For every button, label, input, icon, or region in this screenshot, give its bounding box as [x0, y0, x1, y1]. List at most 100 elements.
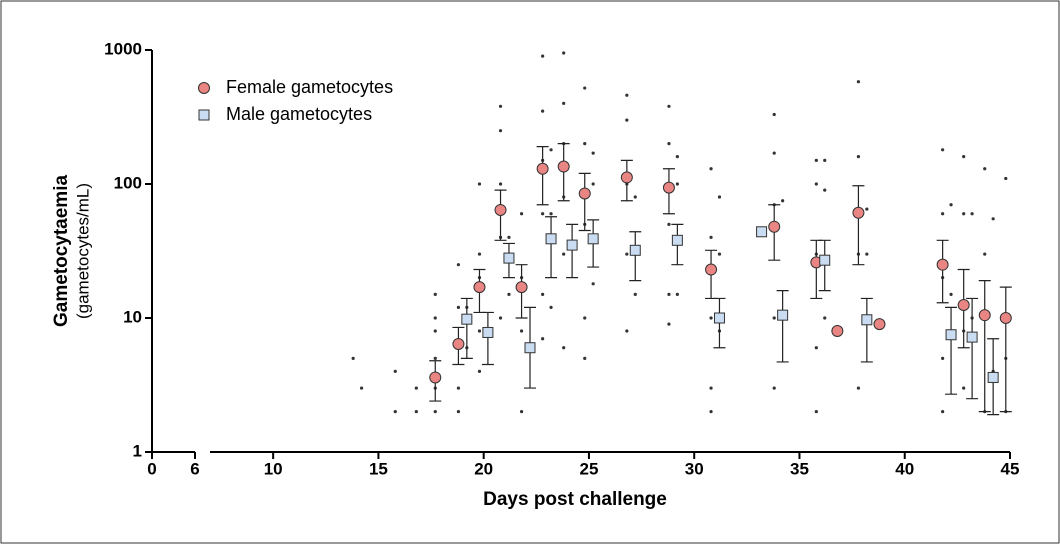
marker	[473, 281, 486, 294]
data-point	[941, 410, 945, 414]
marker	[705, 263, 718, 276]
data-point	[709, 235, 713, 239]
data-point	[507, 235, 511, 239]
y-tick-label: 10	[123, 307, 142, 326]
data-point	[633, 292, 637, 297]
x-tick-label: 0	[147, 459, 156, 478]
data-point	[667, 322, 671, 326]
error-bar	[566, 223, 579, 279]
x-tick-label: 15	[369, 459, 388, 478]
marker	[852, 206, 865, 219]
data-point	[983, 252, 987, 256]
marker	[620, 171, 633, 184]
data-point	[562, 51, 566, 55]
legend-marker	[198, 109, 210, 121]
marker	[515, 281, 528, 294]
error-bar	[460, 297, 473, 359]
data-point	[625, 93, 629, 97]
marker	[629, 244, 641, 256]
data-point	[433, 316, 437, 320]
marker	[482, 326, 494, 338]
data-point	[941, 356, 945, 360]
marker	[819, 254, 831, 266]
data-point	[562, 252, 566, 256]
data-point	[865, 252, 869, 256]
legend-label: Female gametocytes	[226, 77, 393, 97]
data-point	[541, 292, 545, 297]
data-point	[393, 410, 397, 414]
data-point	[541, 109, 545, 113]
marker	[566, 239, 578, 251]
data-point	[591, 151, 595, 155]
error-bar	[629, 231, 642, 282]
data-point	[941, 212, 945, 216]
marker	[945, 329, 957, 341]
marker	[429, 371, 442, 384]
data-point	[591, 282, 595, 286]
data-point	[433, 292, 437, 297]
marker	[461, 313, 473, 325]
y-tick-label: 100	[114, 173, 142, 192]
data-point	[949, 203, 953, 207]
marker	[713, 312, 725, 324]
data-point	[814, 182, 818, 186]
data-point	[856, 155, 861, 159]
data-point	[583, 356, 587, 360]
marker	[873, 318, 886, 331]
data-point	[498, 316, 503, 320]
data-point	[709, 316, 713, 320]
x-axis-label: Days post challenge	[483, 489, 667, 510]
data-point	[393, 369, 397, 373]
marker	[936, 258, 949, 271]
data-point	[709, 167, 713, 171]
data-point	[675, 292, 679, 297]
marker	[452, 337, 465, 350]
data-point	[498, 104, 503, 108]
data-point	[823, 316, 827, 320]
data-point	[709, 386, 713, 390]
data-point	[625, 329, 629, 333]
data-point	[583, 86, 587, 90]
data-point	[772, 151, 776, 155]
data-point	[562, 101, 566, 105]
data-point	[625, 252, 629, 256]
data-point	[962, 212, 966, 216]
x-tick-label: 6	[190, 459, 199, 478]
error-bar	[536, 146, 549, 206]
data-point	[498, 182, 503, 186]
data-point	[519, 329, 524, 333]
data-point	[541, 337, 545, 341]
data-point	[414, 410, 418, 414]
error-bar	[945, 306, 958, 395]
data-point	[962, 155, 966, 159]
data-point	[433, 356, 437, 360]
data-point	[823, 158, 827, 163]
data-point	[667, 104, 671, 108]
marker	[966, 331, 978, 343]
data-point	[477, 182, 482, 186]
data-point	[772, 386, 776, 390]
data-point	[519, 212, 524, 216]
marker	[957, 299, 970, 312]
data-point	[1004, 176, 1008, 181]
marker	[557, 160, 570, 173]
data-point	[414, 386, 418, 390]
data-point	[970, 212, 974, 216]
x-tick-label: 45	[1001, 459, 1020, 478]
data-point	[717, 252, 722, 256]
data-point	[351, 356, 355, 360]
data-point	[541, 54, 545, 58]
marker	[987, 371, 999, 383]
data-point	[962, 386, 966, 390]
error-bar	[776, 290, 789, 363]
data-point	[456, 305, 461, 309]
error-bar	[481, 311, 494, 366]
data-point	[814, 410, 818, 414]
marker	[777, 309, 789, 321]
data-point	[675, 182, 679, 186]
data-point	[541, 212, 545, 216]
data-point	[983, 167, 987, 171]
data-point	[477, 369, 482, 373]
data-point	[583, 142, 587, 146]
